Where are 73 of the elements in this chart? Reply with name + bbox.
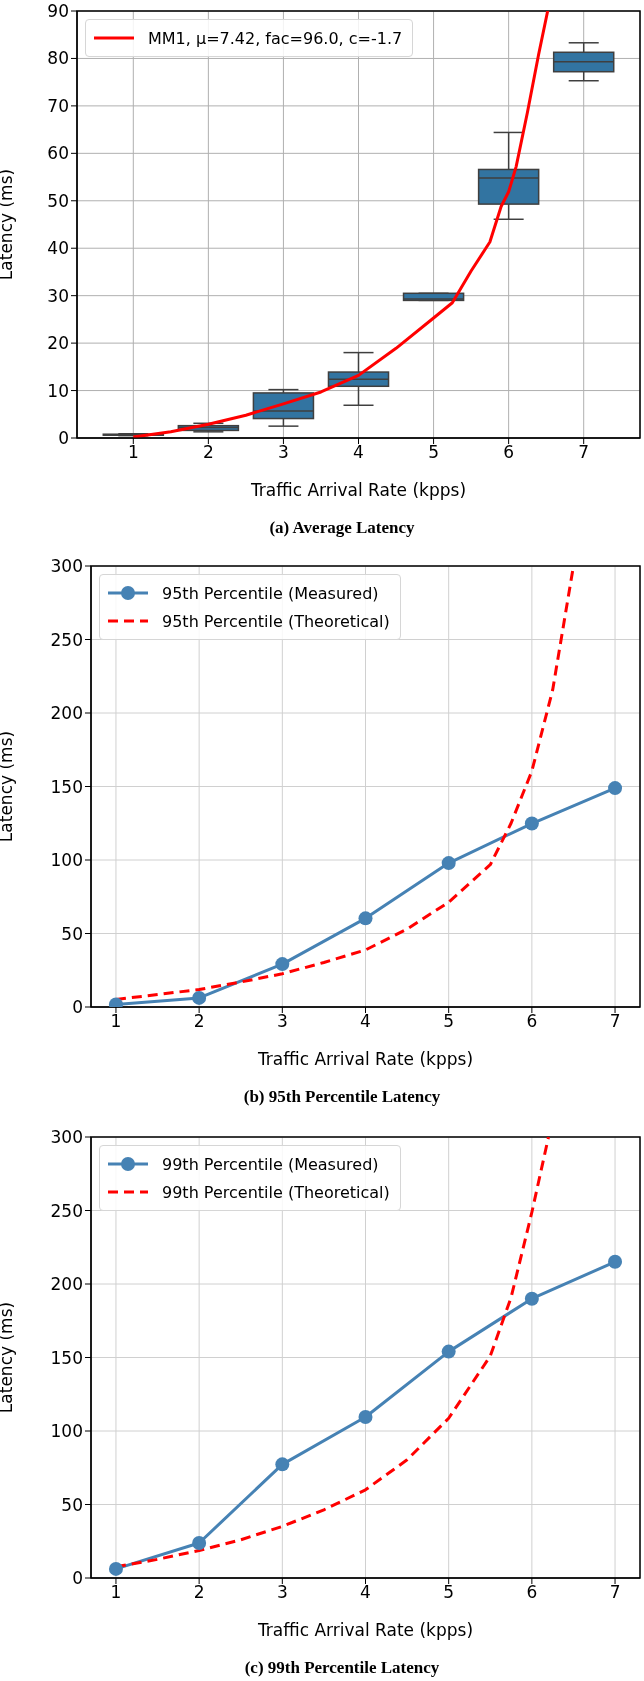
x-tick-label: 4 <box>353 442 364 463</box>
x-tick-label: 5 <box>428 442 439 463</box>
point <box>608 1254 623 1269</box>
legend-label: MM1, μ=7.42, fac=96.0, c=-1.7 <box>148 28 403 48</box>
x-tick-label: 1 <box>110 1011 122 1032</box>
text: (c) 99th Percentile Latency <box>243 1658 441 1678</box>
y-tick-label: 0 <box>72 997 83 1018</box>
y-axis-title: Latency (ms) <box>0 1301 17 1414</box>
x-tick-label: 6 <box>503 442 515 463</box>
point <box>192 990 207 1005</box>
x-tick-label: 4 <box>360 1582 371 1603</box>
y-tick-label: 200 <box>50 703 83 724</box>
y-tick-label: 50 <box>61 1494 83 1515</box>
y-tick-label: 20 <box>47 333 69 354</box>
y-tick-label: 250 <box>50 629 83 650</box>
point <box>441 856 456 871</box>
legend-label: 99th Percentile (Measured) <box>162 1154 379 1174</box>
y-tick-label: 300 <box>50 1127 83 1148</box>
y-tick-label: 150 <box>50 1347 83 1368</box>
point <box>192 1536 207 1551</box>
x-tick-label: 5 <box>443 1011 455 1032</box>
x-tick-label: 2 <box>193 1582 205 1603</box>
legend-label: 99th Percentile (Theoretical) <box>162 1182 390 1202</box>
x-tick-label: 7 <box>578 442 590 463</box>
point <box>358 911 373 926</box>
point <box>108 1561 123 1576</box>
y-tick-label: 250 <box>50 1200 83 1221</box>
x-axis-title: Traffic Arrival Rate (kpps) <box>256 1620 474 1640</box>
x-tick-label: 2 <box>202 442 214 463</box>
y-axis-title: Latency (ms) <box>0 730 17 843</box>
point <box>358 1410 373 1425</box>
x-tick-label: 3 <box>276 1582 288 1603</box>
point <box>524 816 539 831</box>
text: (b) 95th Percentile Latency <box>242 1087 442 1107</box>
x-tick-label: 7 <box>609 1011 621 1032</box>
y-tick-label: 90 <box>47 1 69 22</box>
legend-label: 95th Percentile (Theoretical) <box>162 611 390 631</box>
y-tick-label: 100 <box>50 850 83 871</box>
point <box>524 1291 539 1306</box>
x-tick-label: 6 <box>526 1011 538 1032</box>
line-series <box>131 11 550 438</box>
y-tick-label: 50 <box>61 923 83 944</box>
y-tick-label: 30 <box>47 285 69 306</box>
point <box>608 781 623 796</box>
point <box>275 957 290 972</box>
y-tick-label: 300 <box>50 556 83 577</box>
y-tick-label: 0 <box>58 428 69 449</box>
y-tick-label: 10 <box>47 380 69 401</box>
x-tick-label: 5 <box>443 1582 455 1603</box>
x-tick-label: 3 <box>278 442 289 463</box>
x-axis-title: Traffic Arrival Rate (kpps) <box>256 1049 474 1069</box>
legend-label: 95th Percentile (Measured) <box>162 583 379 603</box>
y-tick-label: 60 <box>47 143 69 164</box>
y-tick-label: 200 <box>50 1274 83 1295</box>
y-tick-label: 100 <box>50 1421 83 1442</box>
y-tick-label: 0 <box>72 1568 83 1589</box>
y-tick-label: 80 <box>47 48 69 69</box>
point <box>275 1457 290 1472</box>
y-axis-title: Latency (ms) <box>0 168 17 281</box>
x-tick-label: 7 <box>609 1582 621 1603</box>
x-tick-label: 6 <box>526 1582 538 1603</box>
y-tick-label: 70 <box>47 95 69 116</box>
x-tick-label: 1 <box>127 442 139 463</box>
x-tick-label: 4 <box>360 1011 371 1032</box>
text: (a) Average Latency <box>268 518 416 538</box>
y-tick-label: 50 <box>47 190 69 211</box>
x-tick-label: 3 <box>276 1011 288 1032</box>
point <box>441 1344 456 1359</box>
y-tick-label: 40 <box>47 238 69 259</box>
y-tick-label: 150 <box>50 776 83 797</box>
x-tick-label: 2 <box>193 1011 205 1032</box>
x-tick-label: 1 <box>110 1582 122 1603</box>
x-axis-title: Traffic Arrival Rate (kpps) <box>249 480 467 500</box>
